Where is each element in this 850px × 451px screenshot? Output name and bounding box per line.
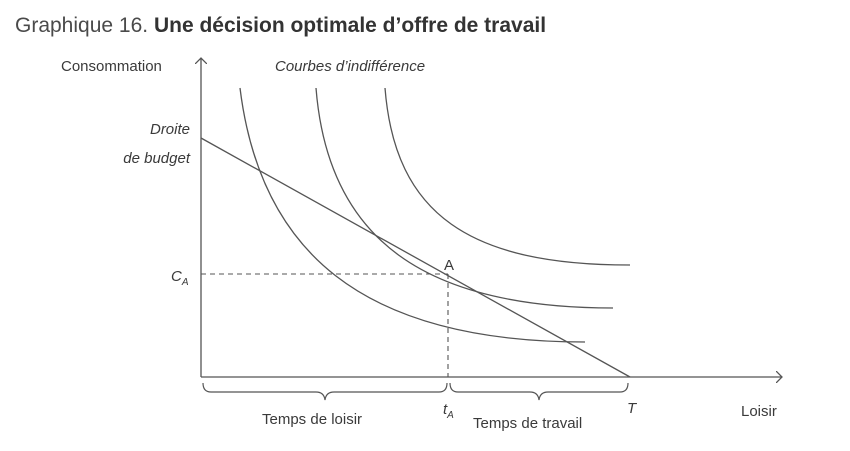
t-a-label: tA (443, 401, 454, 421)
t-end-label: T (627, 400, 638, 417)
figure-title-prefix: Graphique 16. (15, 14, 149, 37)
indifference-curves-label: Courbes d’indifférence (275, 58, 425, 75)
y-axis-label: Consommation (61, 58, 162, 75)
indifference-curve-3 (384, 87, 631, 266)
leisure-time-label: Temps de loisir (262, 411, 362, 428)
work-time-label: Temps de travail (473, 415, 582, 432)
figure-title-main: Une décision optimale d’offre de travail (153, 14, 547, 37)
x-axis-label: Loisir (741, 403, 777, 420)
point-a-label: A (444, 257, 454, 274)
c-a-label: CA (171, 268, 189, 288)
budget-line (200, 137, 631, 378)
indifference-curve-2 (315, 87, 614, 309)
budget-line-label-line1: Droite (150, 121, 190, 138)
work-brace (449, 382, 629, 401)
leisure-brace (202, 382, 448, 401)
budget-line-label-line2: de budget (123, 150, 191, 167)
figure-title: Graphique 16. Une décision optimale d’of… (15, 14, 546, 38)
indifference-curve-1 (239, 87, 586, 343)
